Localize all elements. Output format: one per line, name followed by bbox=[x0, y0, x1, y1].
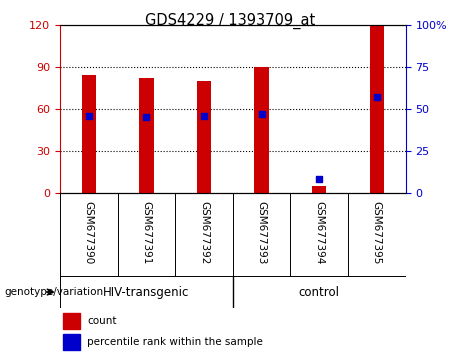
Bar bbox=[82, 75, 96, 193]
Text: percentile rank within the sample: percentile rank within the sample bbox=[87, 337, 263, 347]
Text: GDS4229 / 1393709_at: GDS4229 / 1393709_at bbox=[145, 12, 316, 29]
Text: GSM677392: GSM677392 bbox=[199, 201, 209, 264]
Point bbox=[142, 114, 150, 120]
Bar bbox=[139, 78, 154, 193]
Bar bbox=[197, 81, 211, 193]
Bar bbox=[312, 186, 326, 193]
Point bbox=[258, 111, 266, 117]
Text: GSM677394: GSM677394 bbox=[314, 201, 324, 264]
Point bbox=[373, 94, 381, 100]
Point bbox=[85, 113, 92, 118]
Text: genotype/variation: genotype/variation bbox=[5, 287, 104, 297]
Text: GSM677393: GSM677393 bbox=[257, 201, 266, 264]
Point bbox=[315, 177, 323, 182]
Bar bbox=[64, 313, 80, 329]
Text: count: count bbox=[87, 316, 116, 326]
Bar bbox=[64, 334, 80, 350]
Text: GSM677395: GSM677395 bbox=[372, 201, 382, 264]
Bar bbox=[254, 67, 269, 193]
Text: HIV-transgenic: HIV-transgenic bbox=[103, 286, 189, 298]
Point bbox=[200, 113, 207, 118]
Text: GSM677390: GSM677390 bbox=[84, 201, 94, 264]
Bar bbox=[370, 25, 384, 193]
Text: control: control bbox=[299, 286, 340, 298]
Text: GSM677391: GSM677391 bbox=[142, 201, 151, 264]
